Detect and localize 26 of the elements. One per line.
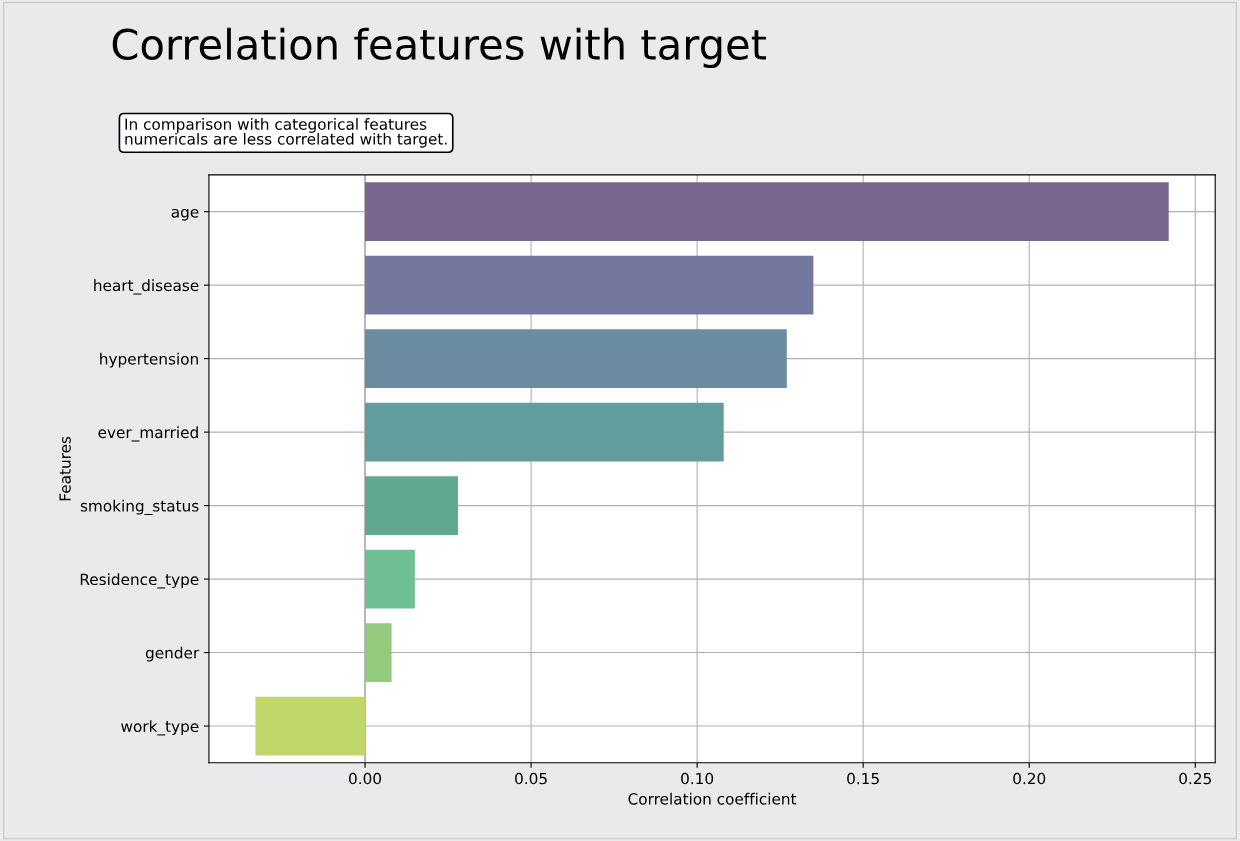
x-tick-label: 0.10 — [681, 772, 714, 785]
y-tick-label: work_type — [121, 720, 199, 736]
y-axis-title: Features — [59, 436, 71, 501]
bar — [365, 255, 814, 315]
x-tick-label: 0.20 — [1013, 772, 1046, 785]
y-tick-label: hypertension — [100, 352, 198, 368]
bar — [365, 329, 787, 389]
y-tick-label: smoking_status — [80, 499, 199, 516]
text: In comparison with categorical features numericals are less correlated with target. — [125, 118, 447, 148]
bar — [365, 476, 459, 535]
y-tick-label: ever_married — [98, 426, 198, 442]
y-tick-label: Residence_type — [80, 573, 199, 589]
y-tick-label: age — [171, 208, 199, 221]
y-tick-label: heart_disease — [94, 279, 199, 295]
bar — [255, 696, 366, 756]
x-axis-title: Correlation coefficient — [628, 792, 797, 805]
chart-title: Correlation features with target — [112, 27, 767, 69]
bar — [365, 623, 392, 682]
x-tick-label: 0.25 — [1179, 772, 1211, 785]
bar — [365, 182, 1169, 242]
x-tick-label: 0.15 — [847, 772, 879, 785]
x-tick-label: 0.00 — [349, 772, 382, 785]
x-tick-label: 0.05 — [515, 772, 547, 785]
bar — [365, 549, 415, 609]
bar — [365, 402, 724, 462]
y-tick-label: gender — [145, 646, 200, 662]
